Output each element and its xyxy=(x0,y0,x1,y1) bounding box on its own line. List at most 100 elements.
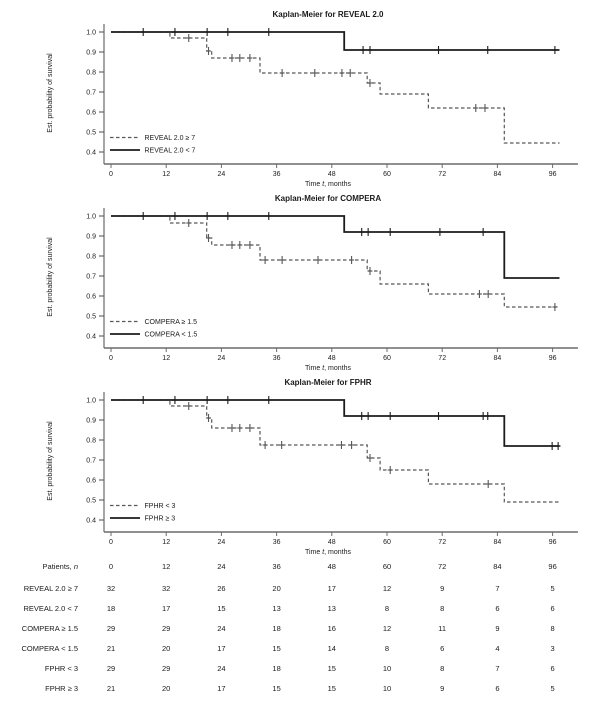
risk-table-cell: 26 xyxy=(217,584,225,593)
x-tick-label: 60 xyxy=(383,539,391,546)
y-tick-label: 0.5 xyxy=(86,130,96,137)
risk-table-cell: 6 xyxy=(551,664,555,673)
risk-table-row-label: FPHR < 3 xyxy=(45,664,78,673)
y-axis-title: Est. probability of survival xyxy=(47,421,54,501)
censor-marks-compera-lt15 xyxy=(140,212,486,236)
risk-table-cell: 12 xyxy=(383,584,391,593)
risk-table-row-label: REVEAL 2.0 < 7 xyxy=(23,604,78,613)
km-curve-compera-lt15 xyxy=(111,215,560,279)
y-tick-label: 0.7 xyxy=(86,90,96,97)
y-tick-label: 0.7 xyxy=(86,274,96,281)
legend-label-compera-ge15: COMPERA ≥ 1.5 xyxy=(145,319,198,326)
legend-label-reveal20-lt7: REVEAL 2.0 < 7 xyxy=(145,148,196,155)
risk-table-cell: 21 xyxy=(107,644,115,653)
x-tick-label: 84 xyxy=(494,539,502,546)
censor-marks-fphr-lt3 xyxy=(186,402,491,488)
risk-table-header-time: 96 xyxy=(548,562,556,571)
risk-table-cell: 32 xyxy=(162,584,170,593)
risk-table-cell: 8 xyxy=(385,604,389,613)
censor-marks-reveal20-ge7 xyxy=(186,34,488,112)
risk-table-header-time: 84 xyxy=(493,562,501,571)
risk-table-header-time: 12 xyxy=(162,562,170,571)
risk-table-header-time: 72 xyxy=(438,562,446,571)
risk-table-cell: 20 xyxy=(162,684,170,693)
risk-table-cell: 18 xyxy=(272,664,280,673)
y-tick-label: 0.8 xyxy=(86,254,96,261)
legend-label-fphr-ge3: FPHR ≥ 3 xyxy=(145,516,176,523)
risk-table-cell: 5 xyxy=(551,584,555,593)
risk-table-cell: 29 xyxy=(162,624,170,633)
risk-table-cell: 32 xyxy=(107,584,115,593)
x-tick-label: 96 xyxy=(549,355,557,362)
risk-table-row-label: COMPERA ≥ 1.5 xyxy=(22,624,78,633)
risk-table-cell: 17 xyxy=(217,684,225,693)
censor-marks-reveal20-lt7 xyxy=(140,28,558,54)
y-tick-label: 1.0 xyxy=(86,30,96,37)
y-tick-label: 0.4 xyxy=(86,150,96,157)
y-axis-title: Est. probability of survival xyxy=(47,237,54,317)
y-tick-label: 0.6 xyxy=(86,110,96,117)
km-panel-compera: 1.0 0.9 0.8 0.7 0.6 0.5 0.4 0 12 24 36 48 60 72 84 96 Ka… xyxy=(47,194,578,372)
risk-table-cell: 10 xyxy=(383,664,391,673)
risk-table-header-label: Patients, n xyxy=(43,562,78,571)
risk-table-cell: 8 xyxy=(440,664,444,673)
risk-table-cell: 24 xyxy=(217,664,225,673)
risk-table-cell: 18 xyxy=(272,624,280,633)
x-tick-label: 0 xyxy=(109,355,113,362)
risk-table-cell: 8 xyxy=(440,604,444,613)
km-curve-reveal20-lt7 xyxy=(111,31,560,51)
y-tick-label: 0.4 xyxy=(86,518,96,525)
panel-title: Kaplan-Meier for FPHR xyxy=(284,378,371,387)
y-tick-label: 0.8 xyxy=(86,70,96,77)
risk-table-cell: 15 xyxy=(272,644,280,653)
censor-marks-fphr-ge3 xyxy=(140,396,561,450)
risk-table-cell: 13 xyxy=(328,604,336,613)
risk-table-header-time: 24 xyxy=(217,562,225,571)
x-tick-label: 96 xyxy=(549,171,557,178)
risk-table-cell: 7 xyxy=(495,584,499,593)
x-axis-title: Time t, months xyxy=(305,181,352,188)
km-curve-fphr-ge3 xyxy=(111,399,560,447)
risk-table-header-time: 36 xyxy=(272,562,280,571)
km-curve-fphr-lt3 xyxy=(111,399,560,503)
km-panel-reveal20: 1.0 0.9 0.8 0.7 0.6 0.5 0.4 0 12 24 36 48 60 72 84 96 Ka… xyxy=(47,10,578,188)
risk-table-cell: 15 xyxy=(217,604,225,613)
y-axis-title: Est. probability of survival xyxy=(47,53,54,133)
risk-table-cell: 24 xyxy=(217,624,225,633)
risk-table-cell: 12 xyxy=(383,624,391,633)
y-tick-label: 0.6 xyxy=(86,478,96,485)
risk-table-cell: 29 xyxy=(107,624,115,633)
km-curve-compera-ge15 xyxy=(111,215,560,308)
x-tick-label: 48 xyxy=(328,171,336,178)
x-axis-title: Time t, months xyxy=(305,549,352,556)
risk-table-cell: 13 xyxy=(272,604,280,613)
risk-table-cell: 9 xyxy=(440,684,444,693)
risk-table-cell: 11 xyxy=(438,624,446,633)
x-tick-label: 36 xyxy=(273,171,281,178)
x-tick-label: 24 xyxy=(218,355,226,362)
risk-table-cell: 14 xyxy=(328,644,336,653)
x-tick-label: 24 xyxy=(218,539,226,546)
y-tick-label: 0.5 xyxy=(86,498,96,505)
risk-table-cell: 6 xyxy=(495,684,499,693)
x-tick-label: 84 xyxy=(494,355,502,362)
risk-table-cell: 5 xyxy=(551,684,555,693)
risk-table-cell: 16 xyxy=(328,624,336,633)
risk-table-cell: 17 xyxy=(162,604,170,613)
x-tick-label: 48 xyxy=(328,355,336,362)
x-tick-label: 60 xyxy=(383,171,391,178)
risk-table-cell: 6 xyxy=(551,604,555,613)
x-tick-label: 12 xyxy=(162,539,170,546)
km-panel-fphr: 1.0 0.9 0.8 0.7 0.6 0.5 0.4 0 12 24 36 48 60 72 84 96 Ka… xyxy=(47,378,578,556)
x-tick-label: 24 xyxy=(218,171,226,178)
risk-table-cell: 9 xyxy=(440,584,444,593)
risk-table-cell: 29 xyxy=(107,664,115,673)
risk-table-cell: 29 xyxy=(162,664,170,673)
risk-table-cell: 3 xyxy=(551,644,555,653)
x-tick-label: 0 xyxy=(109,539,113,546)
risk-table-cell: 20 xyxy=(272,584,280,593)
x-tick-label: 36 xyxy=(273,539,281,546)
y-tick-label: 0.9 xyxy=(86,50,96,57)
risk-table-header-time: 0 xyxy=(109,562,113,571)
